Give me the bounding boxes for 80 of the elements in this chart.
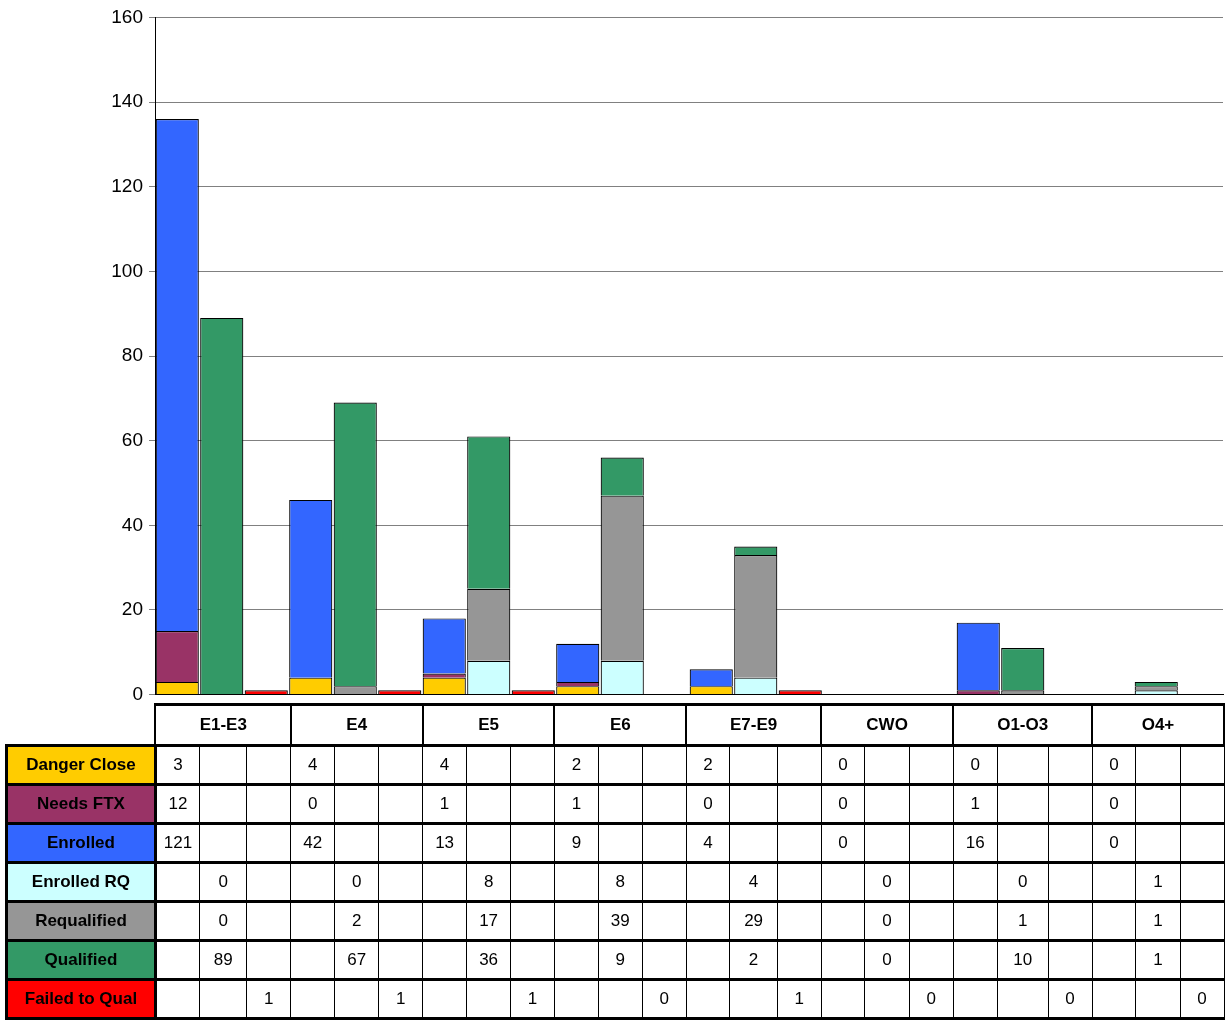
data-label: 9 [598, 940, 643, 980]
data-label: 29 [729, 901, 778, 941]
data-label: 0 [1048, 979, 1093, 1019]
text: Requalified [6, 901, 156, 941]
data-label: 1 [777, 979, 822, 1019]
data-label: 36 [466, 940, 511, 980]
data-label: 2 [334, 901, 379, 941]
data-label: 1 [378, 979, 423, 1019]
x-tick-label: O1-O3 [997, 704, 1049, 746]
data-label: 0 [290, 784, 335, 824]
text: Enrolled RQ [6, 862, 156, 902]
data-label: 121 [155, 823, 200, 863]
data-label: 9 [554, 823, 599, 863]
data-label: 0 [642, 979, 687, 1019]
y-tick-label: 60 [121, 428, 143, 450]
data-label: 1 [1135, 940, 1181, 980]
x-tick-label: E1-E3 [199, 704, 247, 746]
data-label: 4 [290, 745, 335, 785]
text: Needs FTX [6, 784, 156, 824]
data-label: 0 [1180, 979, 1224, 1019]
data-label: 1 [1135, 862, 1181, 902]
y-tick-label: 160 [111, 5, 143, 27]
data-label: 0 [953, 745, 998, 785]
data-label: 0 [1092, 784, 1136, 824]
data-label: 0 [821, 745, 865, 785]
y-tick-label: 20 [121, 598, 143, 620]
y-tick-label: 40 [121, 513, 143, 535]
y-tick-label: 100 [111, 259, 143, 281]
data-label: 0 [821, 823, 865, 863]
data-label: 0 [997, 862, 1049, 902]
data-label: 1 [246, 979, 291, 1019]
y-tick-label: 140 [111, 90, 143, 112]
data-label: 0 [821, 784, 865, 824]
y-tick-label: 120 [111, 174, 143, 196]
data-label: 0 [1092, 823, 1136, 863]
data-label: 0 [864, 901, 910, 941]
data-label: 2 [729, 940, 778, 980]
data-label: 1 [953, 784, 998, 824]
data-label: 1 [1135, 901, 1181, 941]
y-tick-label: 0 [132, 682, 143, 704]
data-label: 10 [997, 940, 1049, 980]
data-label: 2 [554, 745, 599, 785]
data-label: 0 [199, 901, 247, 941]
data-label: 4 [729, 862, 778, 902]
data-label: 89 [199, 940, 247, 980]
data-label: 4 [686, 823, 730, 863]
data-label: 12 [155, 784, 200, 824]
x-tick-label: CWO [864, 704, 910, 746]
y-tick-label: 80 [121, 344, 143, 366]
data-label: 0 [909, 979, 954, 1019]
data-label: 3 [155, 745, 200, 785]
x-tick-label: O4+ [1135, 704, 1181, 746]
x-tick-label: E4 [334, 704, 379, 746]
text: Danger Close [6, 745, 156, 785]
data-label: 0 [864, 940, 910, 980]
data-label: 8 [598, 862, 643, 902]
x-tick-label: E7-E9 [729, 704, 778, 746]
x-tick-label: E6 [598, 704, 643, 746]
data-label: 16 [953, 823, 998, 863]
data-label: 1 [422, 784, 467, 824]
data-label: 42 [290, 823, 335, 863]
data-label: 17 [466, 901, 511, 941]
data-label: 2 [686, 745, 730, 785]
data-label: 67 [334, 940, 379, 980]
text: Qualified [6, 940, 156, 980]
data-label: 1 [510, 979, 555, 1019]
text: Enrolled [6, 823, 156, 863]
data-label: 0 [199, 862, 247, 902]
data-label: 1 [554, 784, 599, 824]
text: Failed to Qual [6, 979, 156, 1019]
data-label: 0 [1092, 745, 1136, 785]
data-label: 0 [686, 784, 730, 824]
data-label: 4 [422, 745, 467, 785]
x-tick-label: E5 [466, 704, 511, 746]
data-label: 1 [997, 901, 1049, 941]
data-label: 0 [334, 862, 379, 902]
data-label: 0 [864, 862, 910, 902]
data-label: 13 [422, 823, 467, 863]
data-label: 39 [598, 901, 643, 941]
data-label: 8 [466, 862, 511, 902]
